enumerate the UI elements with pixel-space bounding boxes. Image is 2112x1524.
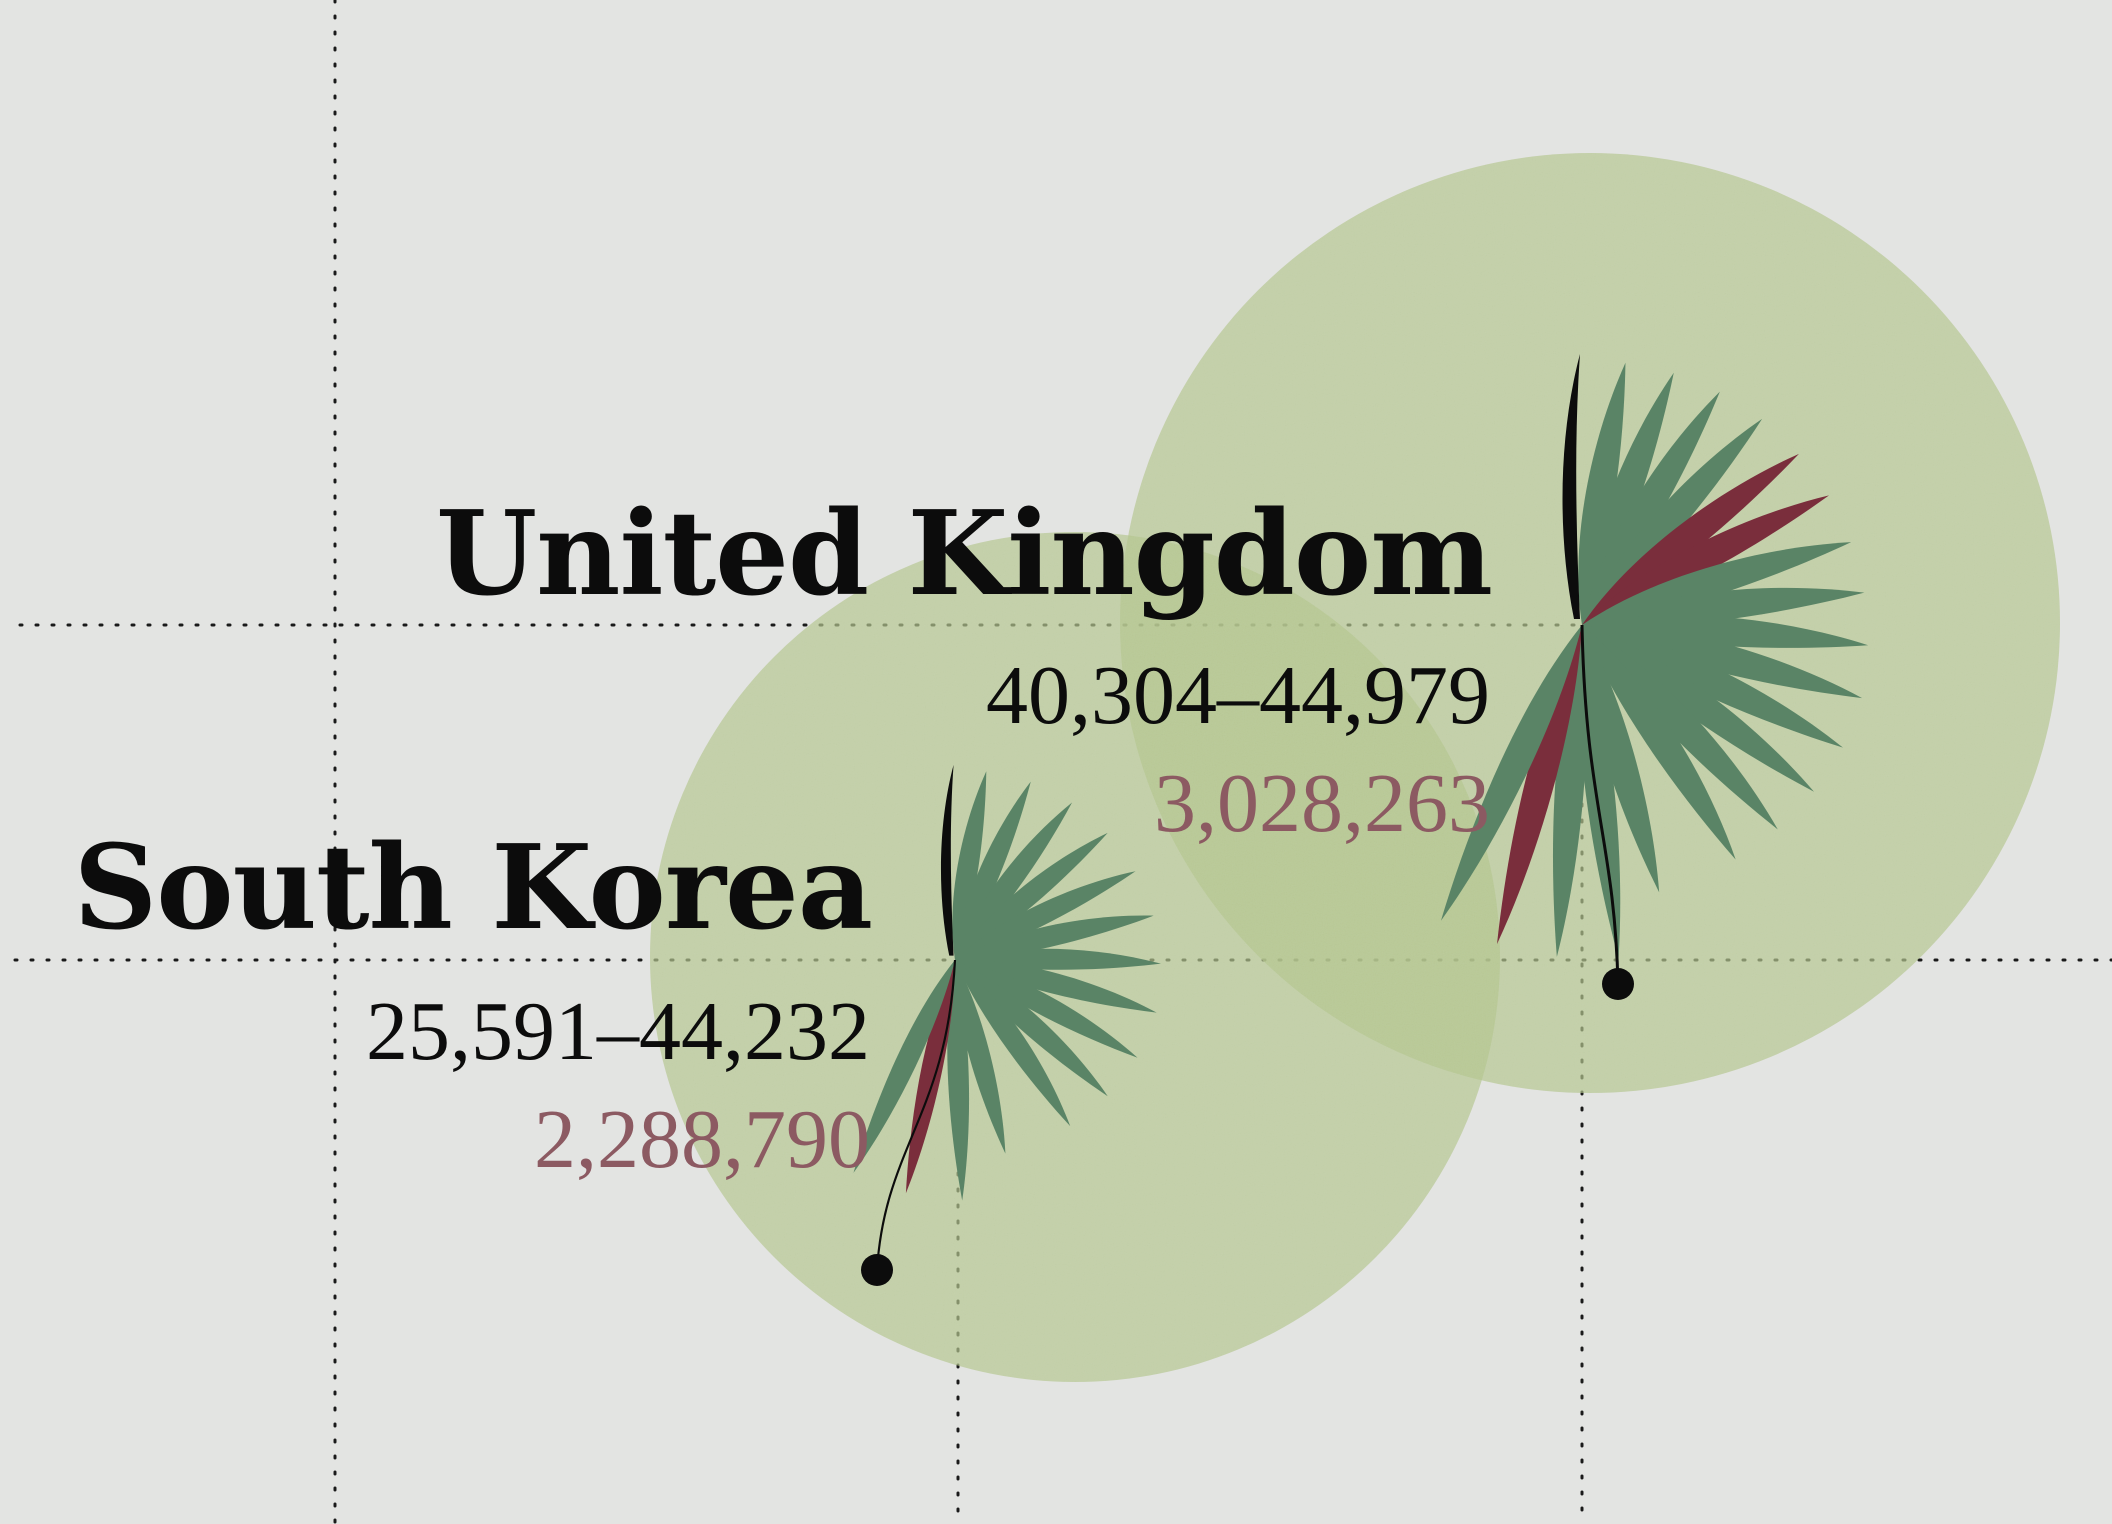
petal-green xyxy=(1582,625,1736,860)
sk-glyph xyxy=(853,764,1161,1271)
petal-green xyxy=(1582,625,1660,893)
uk-range-label: 40,304–44,979 xyxy=(986,649,1490,742)
glyph-stalk xyxy=(875,959,957,1271)
petal-green xyxy=(947,960,970,1201)
petal-black xyxy=(1562,354,1580,619)
glyph-stalk xyxy=(1580,624,1620,985)
sk-anchor-dot xyxy=(861,1254,893,1286)
petal-green xyxy=(955,960,1138,1058)
petal-green xyxy=(1552,625,1587,957)
petal-green xyxy=(955,781,1031,960)
sk-country-name: South Korea xyxy=(73,820,873,956)
sk-range-label: 25,591–44,232 xyxy=(366,985,870,1078)
petal-green xyxy=(954,960,1006,1154)
petal-green xyxy=(955,802,1073,960)
petal-green xyxy=(955,959,1157,1013)
uk-count-label: 3,028,263 xyxy=(1154,757,1490,850)
uk-country-name: United Kingdom xyxy=(436,486,1493,622)
petal-red xyxy=(1496,625,1582,945)
sk-label-group: South Korea xyxy=(73,820,873,956)
petal-black xyxy=(940,764,954,956)
glyph-layer xyxy=(853,354,1869,1286)
uk-glyph xyxy=(1440,354,1869,985)
petal-green xyxy=(1582,615,1869,648)
uk-anchor-dot xyxy=(1602,968,1634,1000)
petal-green xyxy=(1440,625,1582,921)
petal-green xyxy=(955,960,1108,1097)
petal-green xyxy=(952,771,987,960)
petal-green xyxy=(955,960,1071,1127)
petal-green xyxy=(853,960,955,1173)
uk-label-group: United Kingdom xyxy=(436,486,1493,622)
sk-count-label: 2,288,790 xyxy=(534,1093,870,1186)
petal-red xyxy=(905,960,955,1194)
petal-green xyxy=(955,871,1136,960)
petal-green xyxy=(955,832,1108,960)
petal-green xyxy=(1578,362,1626,625)
petal-green xyxy=(955,915,1154,960)
